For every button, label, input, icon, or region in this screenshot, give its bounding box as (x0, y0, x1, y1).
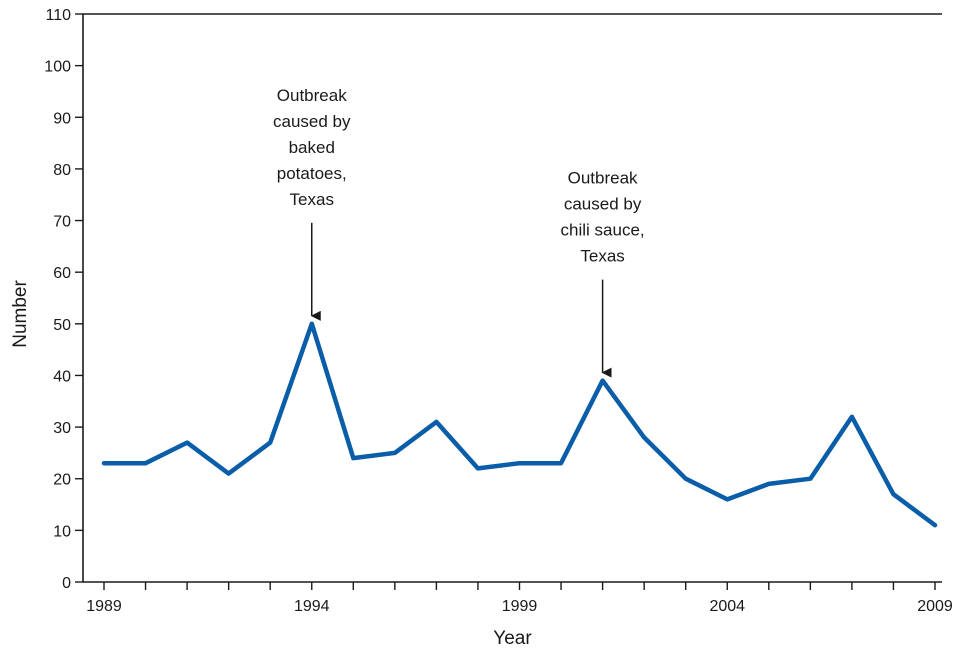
plot-frame (82, 13, 942, 583)
y-tick-label: 70 (53, 214, 71, 231)
annotation-text-line: caused by (273, 112, 351, 131)
annotation-text-line: Texas (290, 190, 334, 209)
annotation-text-line: Texas (580, 247, 624, 266)
y-tick-label: 10 (53, 523, 71, 540)
annotation-text-line: baked (289, 138, 335, 157)
annotation-text-line: Outbreak (277, 86, 347, 105)
y-tick-label: 60 (53, 265, 71, 282)
x-axis: 1989 1994 1999 2004 2009 (86, 582, 953, 615)
y-tick-label: 110 (45, 7, 71, 24)
x-tick-label: 2004 (709, 598, 745, 615)
y-tick-label: 40 (53, 368, 71, 385)
x-tick-label: 1989 (86, 598, 122, 615)
x-tick-label: 1999 (502, 598, 538, 615)
x-axis-title: Year (493, 628, 532, 649)
x-tick-label: 1994 (294, 598, 330, 615)
y-tick-label: 50 (53, 317, 71, 334)
annotation-text-line: potatoes, (277, 164, 347, 183)
annotation-text-line: caused by (564, 195, 642, 214)
series-layer (101, 321, 938, 528)
y-tick-label: 100 (44, 59, 71, 76)
annotation-text-line: Outbreak (568, 169, 638, 188)
x-tick-label: 2009 (917, 598, 953, 615)
y-tick-label: 80 (53, 162, 71, 179)
annotation-1: Outbreak caused by baked potatoes, Texas (273, 86, 351, 321)
series-line (101, 321, 938, 528)
y-tick-label: 20 (53, 472, 71, 489)
y-tick-label: 90 (53, 110, 71, 127)
annotation-text-line: chili sauce, (561, 221, 645, 240)
y-tick-label: 0 (62, 575, 71, 592)
y-axis-title: Number (10, 280, 31, 348)
y-axis: 0 10 20 30 40 50 60 70 80 90 100 110 (44, 7, 83, 592)
annotation-2: Outbreak caused by chili sauce, Texas (561, 169, 645, 378)
y-tick-label: 30 (53, 420, 71, 437)
